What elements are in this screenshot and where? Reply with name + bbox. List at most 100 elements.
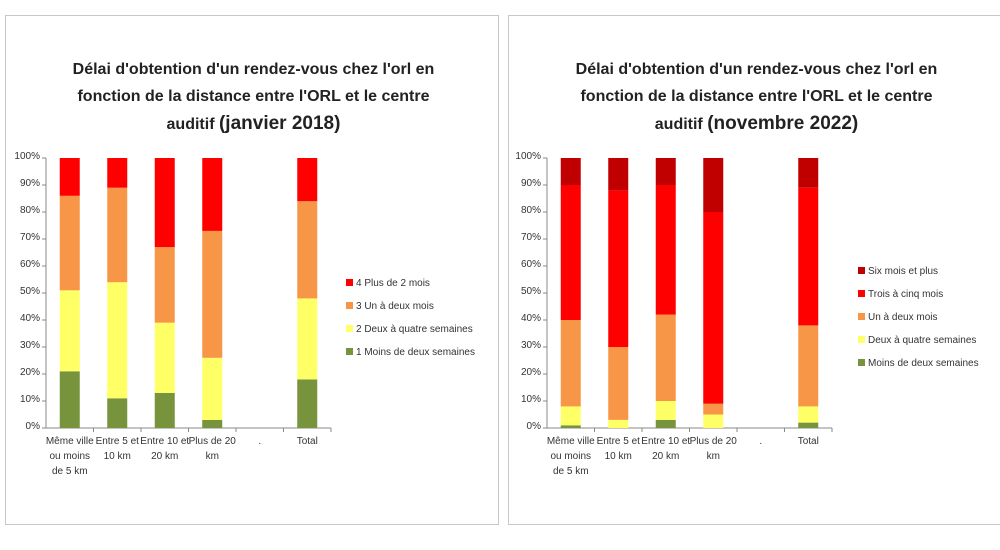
legend-label: Trois à cinq mois [868,289,944,300]
plot [42,157,332,432]
legend-label: Un à deux mois [868,312,938,323]
bar-segment [798,422,819,428]
bar-segment [798,406,819,423]
legend-swatch [346,279,353,286]
y-tick-label: 100% [515,151,541,162]
legend-swatch [858,267,865,274]
y-tick-label: 40% [19,313,40,324]
plot [543,157,833,432]
bar-segment [608,158,629,191]
bar-segment [154,158,175,248]
legend-label: 2 Deux à quatre semaines [356,324,473,335]
x-tick-label: . [759,436,763,447]
x-tick-label: Plus de 20 km [689,436,737,462]
y-tick-label: 80% [19,205,40,216]
bar-segment [798,187,819,326]
bar-segment [560,406,581,426]
bar-segment [59,290,80,372]
x-tick-label: Plus de 20 km [188,436,236,462]
legend-swatch [858,313,865,320]
bar-segment [608,419,629,428]
bar-segment [703,403,724,415]
y-tick-label: 50% [19,286,40,297]
legend-swatch [346,348,353,355]
legend-entry: Deux à quatre semaines [858,335,976,346]
y-tick-label: 70% [19,232,40,243]
legend-entry: Trois à cinq mois [858,289,943,300]
bar-segment [297,158,318,202]
chart-panel: Délai d'obtention d'un rendez-vous chez … [5,15,499,525]
bar-segment [655,314,676,401]
legend-entry: Un à deux mois [858,312,937,323]
legend-entry: 1 Moins de deux semaines [346,347,475,358]
legend-entry: Six mois et plus [858,266,938,277]
y-tick-label: 60% [520,259,541,270]
bar-segment [107,158,128,188]
subtitle: (novembre 2022) [707,113,859,134]
y-tick-label: 30% [19,340,40,351]
bar-segment [703,212,724,404]
legend-entry: Moins de deux semaines [858,358,979,369]
x-tick-label: Même ville ou moins de 5 km [546,436,595,477]
bar-segment [608,190,629,347]
legend-label: 3 Un à deux mois [356,301,434,312]
legend-label: Moins de deux semaines [868,358,979,369]
bar-segment [154,322,175,393]
title-text: Délai d'obtention d'un rendez-vous chez … [72,61,435,133]
y-tick-label: 0% [526,421,541,432]
legend-swatch [346,325,353,332]
legend-label: 4 Plus de 2 mois [356,278,430,289]
bar-segment [560,158,581,185]
bar-segment [297,379,318,428]
legend-label: Six mois et plus [868,266,939,277]
bar-segment [560,185,581,320]
bar-segment [154,247,175,323]
bar-segment [107,187,128,283]
y-tick-label: 20% [19,367,40,378]
bar-segment [560,320,581,407]
bar-segment [655,158,676,185]
bar-segment [202,419,223,428]
legend-entry: 3 Un à deux mois [346,301,434,312]
bar-segment [202,158,223,231]
bar-segment [59,158,80,196]
bar-segment [297,201,318,299]
x-tick-label: Entre 5 et 10 km [95,436,139,462]
bar-segment [703,414,724,428]
legend-swatch [858,290,865,297]
bar-segment [202,357,223,420]
bar-segment [798,158,819,188]
chart-panel: Délai d'obtention d'un rendez-vous chez … [508,15,1000,525]
y-tick-label: 100% [14,151,40,162]
bar-segment [560,425,581,428]
legend-entry: 4 Plus de 2 mois [346,278,430,289]
y-tick-label: 80% [520,205,541,216]
x-tick-label: Total [797,436,819,447]
x-tick-label: Entre 10 et 20 km [140,436,190,462]
bar-segment [608,347,629,420]
x-tick-label: Total [296,436,318,447]
y-tick-label: 10% [19,394,40,405]
bar-segment [655,185,676,315]
bar-segment [107,282,128,399]
bar-segment [798,325,819,407]
chart-title: Délai d'obtention d'un rendez-vous chez … [569,56,944,138]
bar-segment [59,195,80,291]
y-tick-label: 20% [520,367,541,378]
legend-swatch [346,302,353,309]
bar-segment [59,371,80,428]
y-tick-label: 60% [19,259,40,270]
x-tick-label: Entre 5 et 10 km [596,436,640,462]
y-tick-label: 50% [520,286,541,297]
x-tick-label: Même ville ou moins de 5 km [45,436,94,477]
bar-segment [297,298,318,380]
y-tick-label: 70% [520,232,541,243]
y-tick-label: 40% [520,313,541,324]
x-tick-label: Entre 10 et 20 km [641,436,691,462]
legend-label: Deux à quatre semaines [868,335,977,346]
legend-swatch [858,336,865,343]
subtitle: (janvier 2018) [218,113,341,134]
legend-swatch [858,359,865,366]
bar-segment [107,398,128,428]
